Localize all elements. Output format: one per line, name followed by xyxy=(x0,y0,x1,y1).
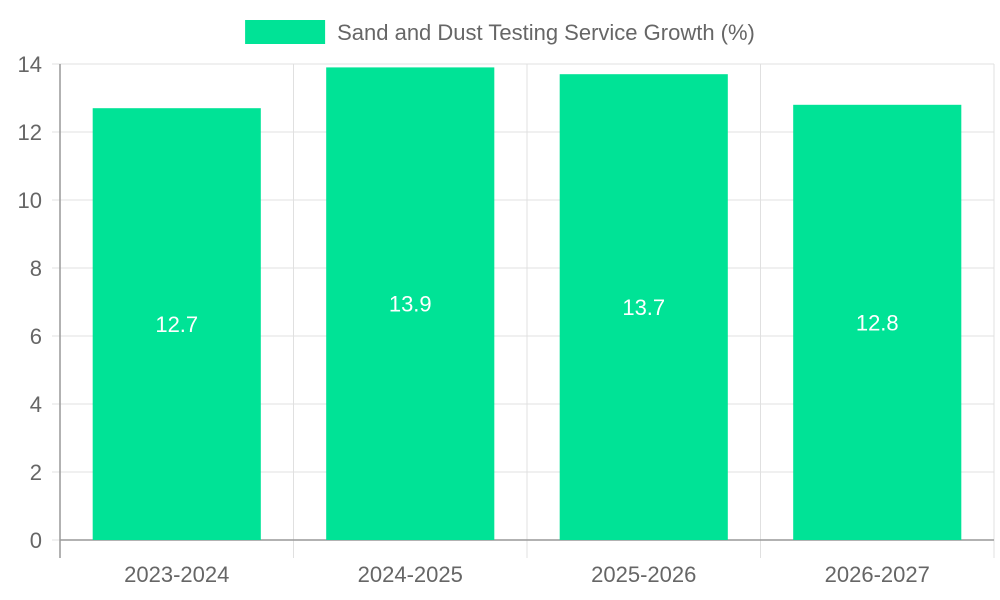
y-tick-label: 8 xyxy=(30,256,42,281)
data-label: 13.9 xyxy=(389,292,432,317)
y-tick-label: 12 xyxy=(18,120,42,145)
data-label: 12.7 xyxy=(155,312,198,337)
data-label: 13.7 xyxy=(622,295,665,320)
legend-swatch xyxy=(245,20,326,44)
bars xyxy=(92,67,962,541)
data-label: 12.8 xyxy=(856,310,899,335)
bar-2026-2027[interactable] xyxy=(793,104,962,541)
y-tick-label: 4 xyxy=(30,392,42,417)
bar-2025-2026[interactable] xyxy=(559,74,728,540)
y-tick-label: 14 xyxy=(18,52,42,77)
axes: 0 2 4 6 8 10 12 14 2023-2024 2024-2025 2025-2026 20… xyxy=(18,52,994,587)
x-tick-label: 2025-2026 xyxy=(591,562,696,587)
x-tick-label: 2024-2025 xyxy=(358,562,463,587)
y-tick-label: 6 xyxy=(30,324,42,349)
bar-2023-2024[interactable] xyxy=(92,108,261,540)
legend-label: Sand and Dust Testing Service Growth (%) xyxy=(337,20,755,45)
bar-2024-2025[interactable] xyxy=(326,67,495,541)
x-tick-label: 2026-2027 xyxy=(825,562,930,587)
y-tick-label: 0 xyxy=(30,528,42,553)
y-tick-label: 2 xyxy=(30,460,42,485)
legend[interactable]: Sand and Dust Testing Service Growth (%) xyxy=(245,20,755,45)
x-tick-label: 2023-2024 xyxy=(124,562,229,587)
data-labels: 12.7 13.9 13.7 12.8 xyxy=(155,292,898,337)
y-tick-label: 10 xyxy=(18,188,42,213)
